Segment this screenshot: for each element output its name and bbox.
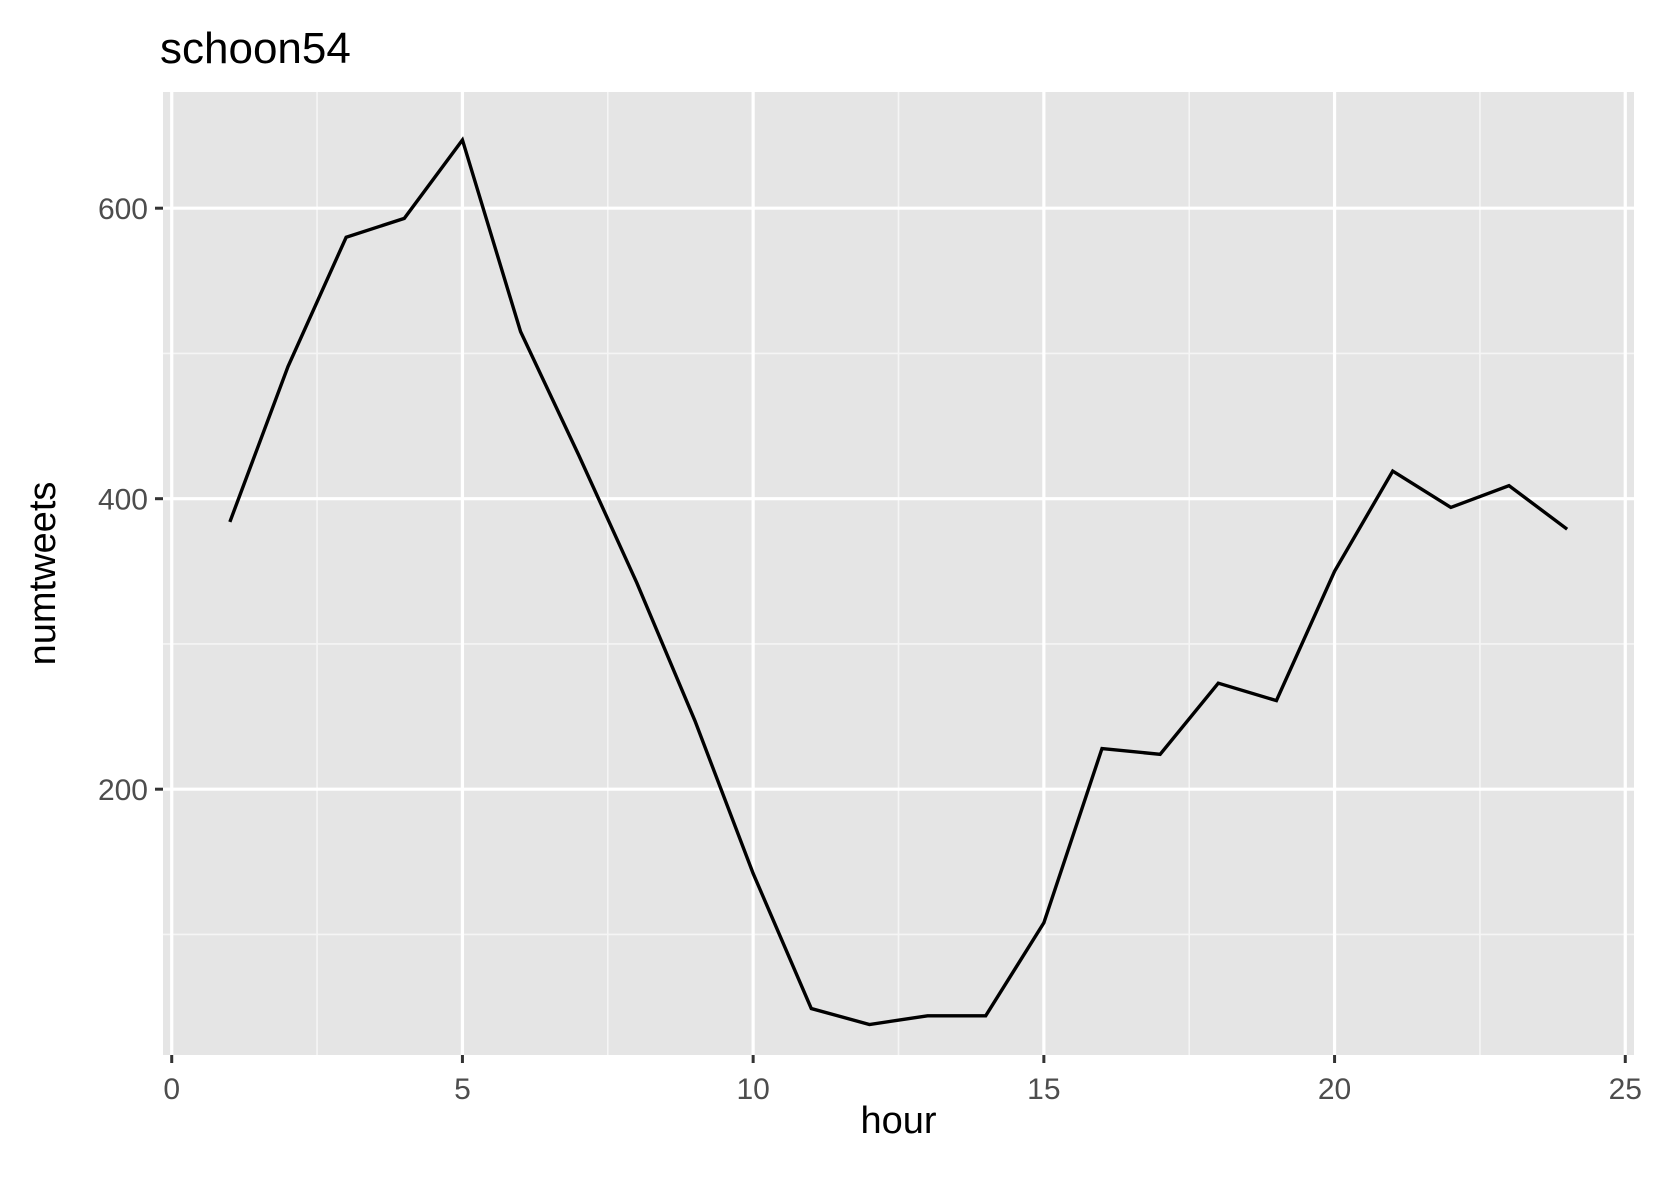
x-tick-label: 5	[454, 1073, 471, 1106]
series-layer	[228, 136, 1569, 1027]
x-tick-label: 20	[1318, 1073, 1351, 1106]
chart-title: schoon54	[160, 24, 351, 73]
y-tick-label: 600	[98, 193, 148, 226]
series-line	[228, 136, 1569, 1027]
y-tick-label: 200	[98, 774, 148, 807]
x-axis-title: hour	[860, 1100, 936, 1142]
y-axis-title: numtweets	[22, 482, 64, 666]
x-axis: 0 5 10 15 20 25	[163, 1055, 1642, 1106]
x-tick-label: 25	[1609, 1073, 1642, 1106]
minor-gridlines	[163, 92, 1634, 1055]
x-tick-label: 15	[1027, 1073, 1060, 1106]
y-axis: 200 400 600	[98, 193, 163, 807]
x-tick-label: 10	[736, 1073, 769, 1106]
y-tick-label: 400	[98, 484, 148, 517]
x-tick-label: 0	[163, 1073, 180, 1106]
major-gridlines	[163, 92, 1634, 1055]
